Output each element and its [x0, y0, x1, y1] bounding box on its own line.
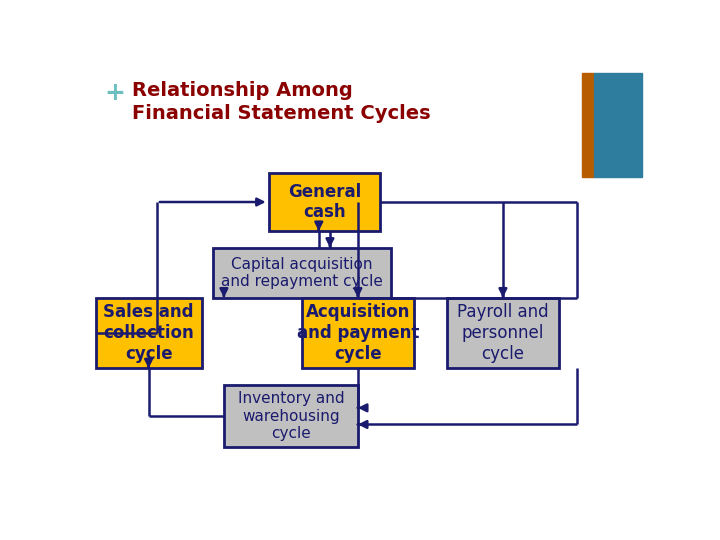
- Text: +: +: [104, 82, 125, 105]
- Text: Inventory and
warehousing
cycle: Inventory and warehousing cycle: [238, 392, 344, 441]
- Text: Sales and
collection
cycle: Sales and collection cycle: [103, 303, 194, 363]
- FancyBboxPatch shape: [96, 298, 202, 368]
- Text: General
cash: General cash: [288, 183, 361, 221]
- Text: Capital acquisition
and repayment cycle: Capital acquisition and repayment cycle: [221, 256, 383, 289]
- Text: Payroll and
personnel
cycle: Payroll and personnel cycle: [457, 303, 549, 363]
- Text: Relationship Among
Financial Statement Cycles: Relationship Among Financial Statement C…: [132, 82, 431, 123]
- FancyBboxPatch shape: [224, 385, 358, 447]
- FancyBboxPatch shape: [302, 298, 414, 368]
- Text: Acquisition
and payment
cycle: Acquisition and payment cycle: [297, 303, 419, 363]
- FancyBboxPatch shape: [213, 248, 392, 298]
- FancyBboxPatch shape: [269, 173, 380, 231]
- FancyBboxPatch shape: [447, 298, 559, 368]
- Bar: [582, 73, 595, 177]
- Bar: [595, 73, 642, 177]
